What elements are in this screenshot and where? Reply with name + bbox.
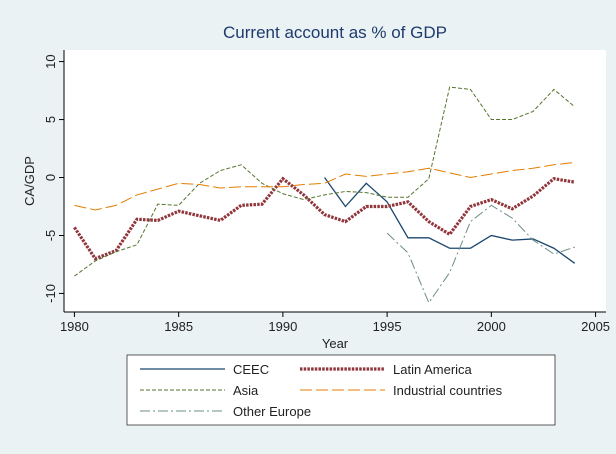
legend-label: Latin America xyxy=(393,362,473,377)
x-tick-label: 2000 xyxy=(477,319,506,334)
x-tick-label: 1995 xyxy=(373,319,402,334)
y-tick-label: 5 xyxy=(43,116,58,123)
y-tick-label: 10 xyxy=(43,54,58,68)
plot-area xyxy=(64,50,606,312)
y-tick-label: -10 xyxy=(43,284,58,303)
legend-label: CEEC xyxy=(233,362,269,377)
x-tick-label: 1990 xyxy=(268,319,297,334)
x-axis-title: Year xyxy=(322,336,349,351)
series-line xyxy=(74,86,576,277)
y-axis-title: CA/GDP xyxy=(22,156,37,206)
y-tick-label: 0 xyxy=(43,174,58,181)
y-tick-label: -5 xyxy=(43,230,58,242)
series-line xyxy=(74,161,575,211)
x-tick-label: 2005 xyxy=(581,319,610,334)
series-line xyxy=(73,176,575,261)
series-line xyxy=(324,177,576,264)
x-tick-label: 1985 xyxy=(164,319,193,334)
chart-title: Current account as % of GDP xyxy=(223,23,447,42)
legend-label: Asia xyxy=(233,383,259,398)
x-tick-label: 1980 xyxy=(60,319,89,334)
series-line xyxy=(386,204,575,304)
legend-label: Other Europe xyxy=(233,404,311,419)
legend-label: Industrial countries xyxy=(393,383,503,398)
